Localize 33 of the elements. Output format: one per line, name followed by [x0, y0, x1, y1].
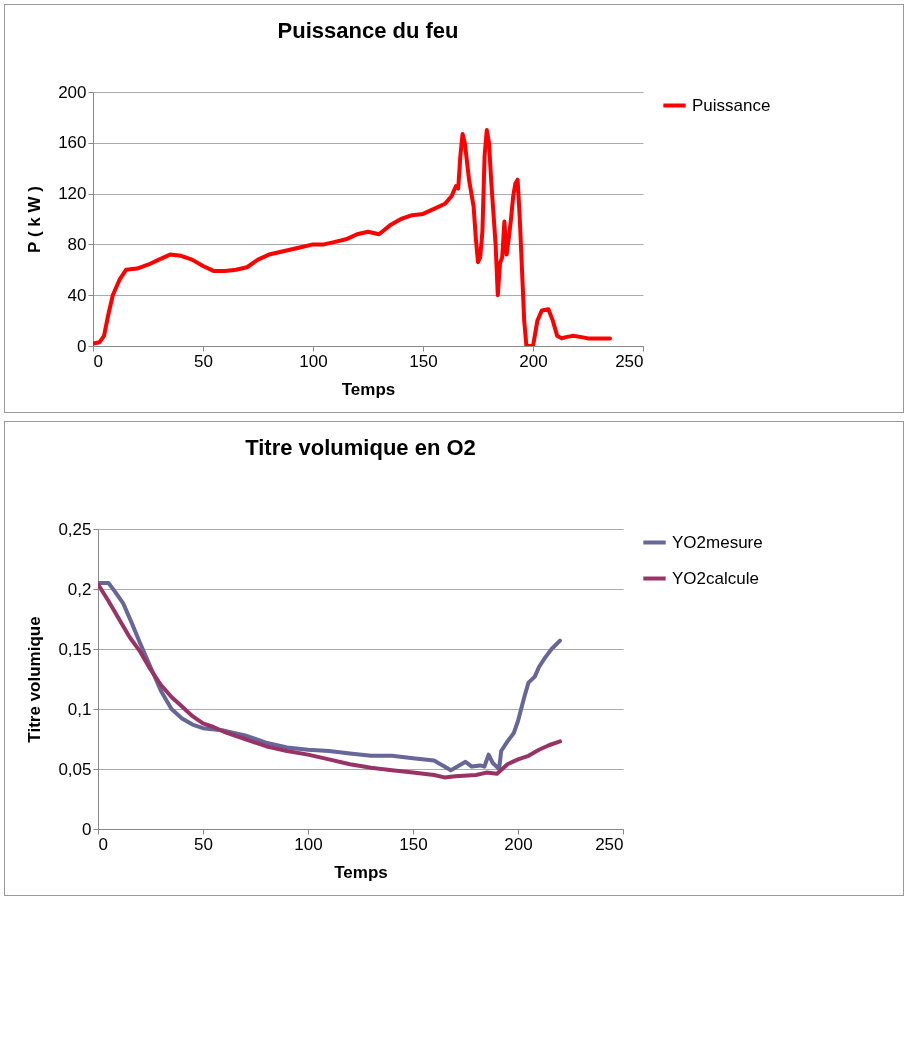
y-tick-label: 0,15	[58, 639, 92, 659]
x-tick-label: 200	[519, 351, 548, 371]
x-tick-label: 250	[615, 351, 644, 371]
x-tick-label: 100	[294, 834, 323, 854]
chart-title: Puissance du feu	[277, 18, 459, 43]
x-tick-label: 0	[98, 834, 108, 854]
x-tick-label: 50	[194, 834, 213, 854]
x-tick-label: 250	[595, 834, 624, 854]
y-tick-label: 0,1	[67, 699, 92, 719]
y-tick-label: 40	[67, 285, 87, 305]
y-tick-label: 0	[82, 819, 92, 839]
y-tick-label: 0	[77, 336, 87, 356]
x-axis-title: Temps	[341, 379, 396, 399]
y-tick-label: 0,2	[67, 579, 92, 599]
y-tick-label: 0,05	[58, 759, 92, 779]
legend-label: YO2mesure	[672, 532, 763, 552]
x-tick-label: 150	[409, 351, 438, 371]
chart-title: Titre volumique en O2	[245, 435, 476, 460]
x-tick-label: 200	[504, 834, 533, 854]
line-series	[93, 128, 612, 346]
y-tick-label: 0,25	[58, 519, 92, 539]
y-axis-title: Titre volumique	[25, 616, 45, 743]
x-tick-label: 100	[299, 351, 328, 371]
x-tick-label: 50	[194, 351, 213, 371]
y-tick-label: 80	[67, 234, 87, 254]
y-axis-title: P ( k W )	[25, 186, 45, 253]
legend-label: Puissance	[692, 95, 771, 115]
y-tick-label: 120	[58, 184, 87, 204]
x-axis-title: Temps	[334, 862, 388, 882]
y-tick-label: 200	[58, 82, 87, 102]
x-tick-label: 150	[399, 834, 428, 854]
legend-label: YO2calcule	[672, 568, 759, 588]
y-tick-label: 160	[58, 133, 87, 153]
